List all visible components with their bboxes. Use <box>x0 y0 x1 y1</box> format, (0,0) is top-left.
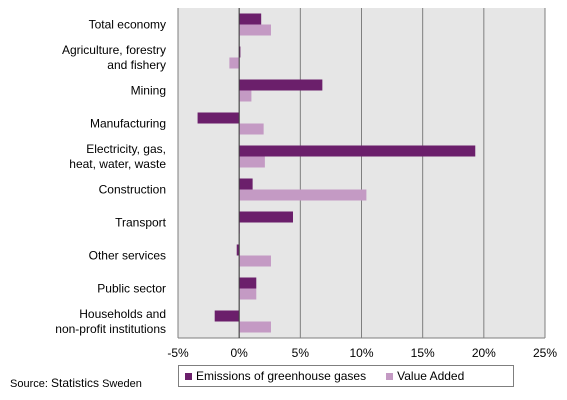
category-label: Public sector <box>97 282 166 296</box>
source-prefix: Source: <box>10 378 48 390</box>
bar-value-added-mining <box>239 90 252 102</box>
bar-value-added-electricity-gas-heat-water-waste <box>239 156 265 168</box>
category-label: Other services <box>89 249 166 263</box>
bar-value-added-total-economy <box>239 24 271 36</box>
legend-label-emissions: Emissions of greenhouse gases <box>196 369 367 383</box>
x-tick-label: 10% <box>349 346 373 360</box>
source-note: Source: Statistics Sweden <box>10 376 142 390</box>
legend-label-value-added: Value Added <box>397 369 465 383</box>
category-label: heat, water, waste <box>69 157 166 171</box>
bar-emissions-manufacturing <box>197 112 240 124</box>
category-label: Mining <box>131 84 166 98</box>
category-label: Households and <box>79 307 166 321</box>
source-suffix: Sweden <box>102 378 142 390</box>
x-tick-label: 25% <box>533 346 557 360</box>
bar-value-added-agriculture-forestry-and-fishery <box>229 57 240 69</box>
legend-swatch-value-added <box>386 372 394 380</box>
bar-emissions-households-and-non-profit-institutions <box>214 310 240 322</box>
x-tick-label: 15% <box>411 346 435 360</box>
legend: Emissions of greenhouse gases Value Adde… <box>178 365 514 387</box>
bar-value-added-public-sector <box>239 288 257 300</box>
bar-value-added-manufacturing <box>239 123 264 135</box>
bar-emissions-transport <box>239 211 293 223</box>
bar-emissions-total-economy <box>239 13 262 25</box>
category-label: Agriculture, forestry <box>62 43 166 57</box>
bar-emissions-agriculture-forestry-and-fishery <box>239 46 241 58</box>
category-label: Construction <box>99 183 166 197</box>
bar-value-added-construction <box>239 189 367 201</box>
legend-swatch-emissions <box>185 372 192 380</box>
legend-item-value-added: Value Added <box>386 369 464 383</box>
legend-item-emissions: Emissions of greenhouse gases <box>185 369 366 383</box>
x-tick-label: 5% <box>292 346 310 360</box>
category-label: non-profit institutions <box>55 322 166 336</box>
x-tick-label: -5% <box>167 346 189 360</box>
bar-emissions-construction <box>239 178 253 190</box>
bar-emissions-other-services <box>236 244 240 256</box>
category-label: Electricity, gas, <box>86 142 166 156</box>
bar-value-added-other-services <box>239 255 271 267</box>
x-tick-label: 20% <box>472 346 496 360</box>
bar-emissions-electricity-gas-heat-water-waste <box>239 145 476 157</box>
bar-value-added-households-and-non-profit-institutions <box>239 321 271 333</box>
category-label: Total economy <box>89 18 166 32</box>
source-name: Statistics <box>50 376 99 390</box>
bar-emissions-mining <box>239 79 323 91</box>
x-tick-label: 0% <box>230 346 248 360</box>
category-label: Transport <box>115 216 167 230</box>
bar-emissions-public-sector <box>239 277 257 289</box>
category-label: and fishery <box>107 58 166 72</box>
category-label: Manufacturing <box>90 117 166 131</box>
